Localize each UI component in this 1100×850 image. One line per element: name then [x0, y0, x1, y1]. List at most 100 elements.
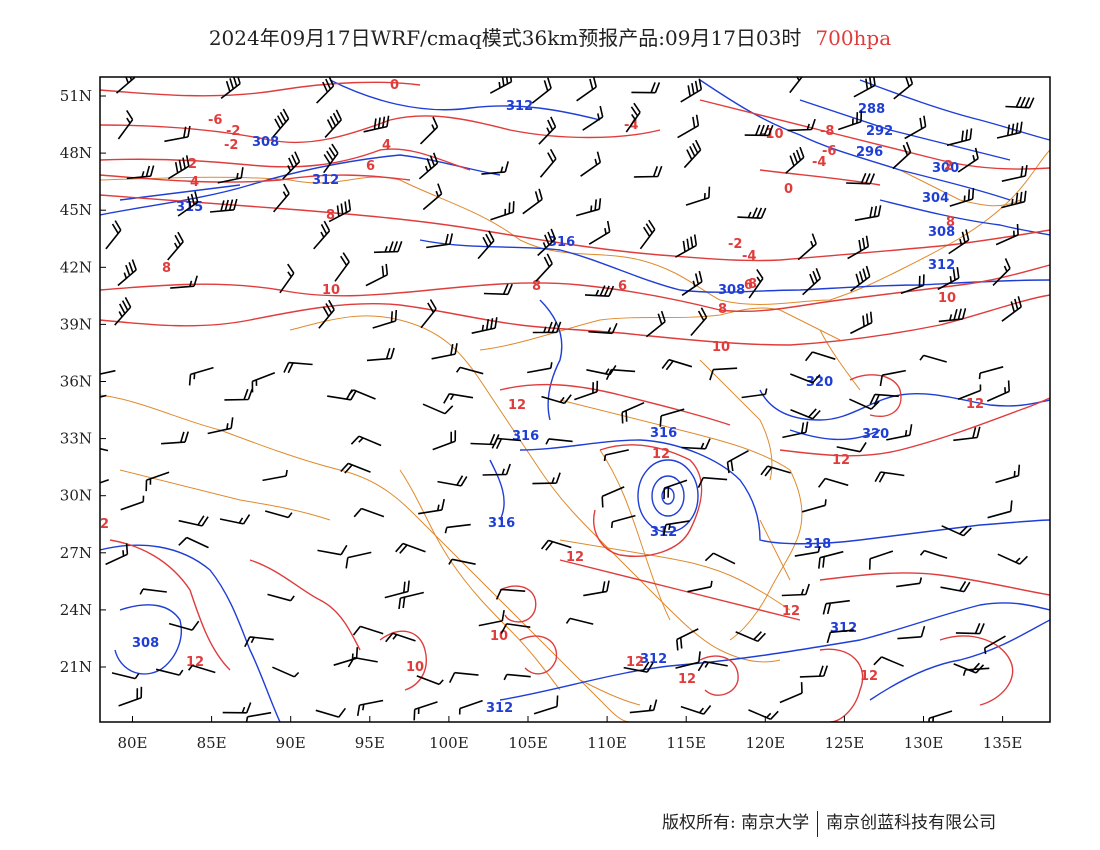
wind-barb	[704, 552, 736, 565]
wind-barb	[726, 449, 749, 474]
wind-barb	[690, 307, 708, 337]
wind-barb	[661, 358, 693, 371]
wind-barb	[804, 351, 836, 362]
lat-tick-label: 21N	[60, 658, 92, 676]
wind-barb	[645, 310, 666, 338]
lat-tick-label: 27N	[60, 544, 92, 562]
wind-barb	[118, 686, 143, 707]
wind-barb	[904, 115, 927, 140]
wind-barb	[580, 151, 602, 177]
temp-label: 2	[188, 157, 197, 172]
wind-barb	[317, 544, 348, 556]
wind-barb	[267, 593, 295, 602]
wind-barb	[709, 367, 738, 381]
wind-barb	[900, 274, 925, 295]
gph-label: 318	[804, 537, 831, 552]
wind-barb	[1001, 296, 1022, 322]
wind-barb	[531, 77, 552, 104]
wind-barb	[437, 475, 468, 487]
wind-barb	[879, 369, 906, 387]
wind-barb	[621, 401, 645, 424]
wind-barb	[347, 656, 378, 668]
wind-barb	[114, 297, 132, 326]
wind-barb	[631, 82, 661, 94]
wind-barb	[675, 651, 701, 669]
wind-barb	[955, 622, 985, 635]
wind-barb	[413, 701, 438, 721]
wind-barb	[120, 495, 145, 511]
wind-barb	[283, 361, 313, 374]
wind-barb	[962, 667, 990, 676]
wind-barb	[983, 635, 1006, 655]
wind-barb	[365, 263, 389, 287]
wind-barb	[117, 259, 137, 287]
lon-tick-label: 130E	[904, 734, 944, 752]
wind-barb	[886, 424, 913, 441]
gph-label: 312	[830, 621, 857, 636]
gph-label: 308	[718, 283, 745, 298]
wind-barb	[681, 270, 703, 296]
wind-barb	[937, 266, 960, 291]
temp-label: 8	[748, 277, 757, 292]
wind-barb	[574, 380, 599, 401]
wind-barb	[533, 695, 559, 715]
wind-barb	[170, 275, 198, 289]
wind-barb	[220, 77, 241, 100]
temp-label: 4	[190, 175, 199, 190]
temp-label: 6	[618, 279, 627, 294]
wind-barb	[1001, 190, 1027, 209]
wind-barb	[373, 241, 403, 254]
wind-barb	[601, 486, 625, 508]
wind-barb	[348, 389, 376, 400]
wind-barb	[995, 223, 1019, 246]
wind-barb	[741, 388, 768, 399]
wind-barb	[676, 628, 699, 651]
lon-tick-label: 125E	[825, 734, 865, 752]
map-title-main: 2024年09月17日WRF/cmaq模式36km预报产品:09月17日03时	[208, 26, 802, 50]
wind-barb	[522, 188, 543, 215]
wind-barb	[538, 116, 557, 145]
wind-barb	[262, 469, 288, 482]
wind-barb	[315, 707, 347, 718]
wind-barb	[111, 672, 140, 680]
wind-barb	[161, 431, 189, 445]
wind-barb	[188, 366, 214, 386]
wind-barb	[481, 161, 509, 175]
wind-barb	[941, 525, 972, 537]
temp-label: 12	[566, 550, 584, 565]
wind-barb	[115, 77, 136, 94]
wind-barb	[444, 523, 471, 534]
wind-barb	[790, 373, 821, 384]
wind-barb	[584, 285, 615, 297]
wind-barbs	[100, 77, 1035, 722]
gph-label: 288	[858, 102, 885, 117]
wind-barb	[897, 625, 926, 640]
wind-barb	[328, 199, 352, 223]
temp-label: 8	[532, 279, 541, 294]
wind-barb	[868, 550, 894, 570]
wind-barb	[629, 699, 658, 714]
wind-barb	[350, 435, 382, 447]
wind-barb	[527, 362, 553, 374]
wind-barb	[155, 668, 184, 676]
temp-label: -6	[208, 113, 222, 128]
temperature-contours	[100, 81, 1050, 722]
wind-barb	[605, 368, 636, 381]
wind-barb	[582, 105, 604, 131]
wind-barb	[324, 109, 343, 138]
copyright-text: 版权所有: 南京大学	[662, 813, 810, 833]
temp-label: 12	[678, 672, 696, 687]
lon-tick-label: 120E	[746, 734, 786, 752]
wind-barb	[178, 515, 209, 527]
wind-barb	[372, 309, 398, 329]
wind-barb	[847, 235, 870, 260]
temp-label: -8	[820, 124, 834, 139]
gph-label: 312	[928, 258, 955, 273]
wind-barb	[683, 139, 702, 169]
wind-barb	[432, 430, 457, 451]
wind-barb	[610, 514, 636, 528]
wind-barb	[483, 283, 513, 296]
map-frame	[99, 76, 1051, 723]
wind-barb	[145, 471, 170, 492]
wind-barb	[323, 143, 339, 174]
